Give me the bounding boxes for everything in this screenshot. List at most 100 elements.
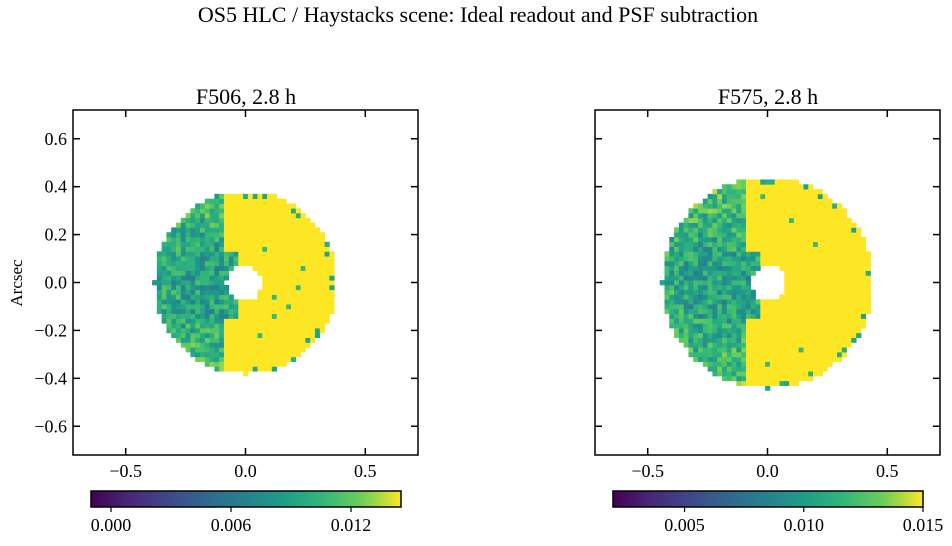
heatmap-pixel	[741, 361, 747, 367]
heatmap-pixel	[860, 284, 867, 291]
heatmap-pixel	[836, 332, 843, 338]
heatmap-pixel	[755, 213, 761, 219]
heatmap-pixel	[774, 328, 780, 334]
heatmap-pixel	[808, 342, 814, 348]
heatmap-pixel	[789, 351, 795, 358]
heatmap-pixel	[276, 328, 282, 334]
heatmap-pixel	[798, 332, 804, 338]
heatmap-pixel	[779, 351, 785, 358]
heatmap-pixel	[678, 294, 685, 300]
heatmap-pixel	[204, 284, 210, 291]
heatmap-pixel	[841, 313, 847, 319]
heatmap-pixel	[219, 265, 225, 271]
heatmap-pixel	[185, 275, 191, 281]
heatmap-pixel	[731, 184, 737, 190]
heatmap-pixel	[262, 203, 268, 209]
heatmap-pixel	[856, 232, 862, 238]
heatmap-pixel	[736, 304, 742, 310]
heatmap-pixel	[180, 328, 186, 334]
heatmap-pixel	[219, 246, 225, 252]
heatmap-pixel	[846, 304, 852, 310]
heatmap-pixel	[214, 332, 220, 338]
heatmap-pixel	[745, 189, 752, 195]
heatmap-pixel	[228, 208, 234, 214]
heatmap-pixel	[798, 265, 804, 271]
heatmap-pixel	[257, 332, 263, 338]
heatmap-pixel	[803, 232, 809, 238]
heatmap-pixel	[707, 294, 713, 300]
heatmap-pixel	[674, 265, 680, 271]
heatmap-pixel	[774, 347, 780, 353]
heatmap-pixel	[712, 265, 718, 271]
heatmap-pixel	[190, 232, 196, 238]
heatmap-pixel	[204, 361, 210, 367]
heatmap-pixel	[324, 265, 330, 271]
heatmap-pixel	[789, 275, 795, 281]
heatmap-pixel	[262, 294, 268, 300]
heatmap-pixel	[827, 198, 833, 204]
heatmap-pixel	[793, 246, 800, 252]
heatmap-pixel	[286, 232, 292, 238]
heatmap-pixel	[324, 318, 330, 324]
heatmap-pixel	[774, 308, 780, 315]
heatmap-pixel	[214, 284, 220, 291]
heatmap-pixel	[736, 342, 742, 348]
heatmap-pixel	[736, 308, 742, 315]
heatmap-pixel	[281, 227, 287, 233]
heatmap-pixel	[851, 236, 857, 243]
heatmap-pixel	[314, 270, 321, 276]
heatmap-pixel	[817, 217, 823, 223]
heatmap-pixel	[765, 198, 771, 204]
heatmap-pixel	[808, 189, 814, 195]
heatmap-pixel	[726, 203, 732, 209]
heatmap-pixel	[712, 351, 718, 358]
heatmap-pixel	[760, 375, 766, 382]
heatmap-pixel	[688, 308, 694, 315]
heatmap-pixel	[247, 332, 254, 338]
heatmap-pixel	[808, 193, 814, 200]
heatmap-pixel	[717, 318, 723, 324]
heatmap-pixel	[171, 304, 177, 310]
heatmap-pixel	[262, 361, 268, 367]
heatmap-pixel	[841, 308, 847, 315]
heatmap-pixel	[717, 294, 723, 300]
heatmap-pixel	[314, 318, 321, 324]
heatmap-pixel	[702, 203, 708, 209]
heatmap-pixel	[214, 342, 220, 348]
heatmap-pixel	[180, 294, 186, 300]
heatmap-pixel	[310, 304, 316, 310]
heatmap-pixel	[808, 280, 814, 286]
heatmap-pixel	[233, 318, 239, 324]
heatmap-pixel	[841, 265, 847, 271]
heatmap-pixel	[846, 318, 852, 324]
heatmap-pixel	[755, 380, 761, 386]
heatmap-pixel	[760, 304, 766, 310]
heatmap-pixel	[798, 323, 804, 329]
heatmap-pixel	[214, 227, 220, 233]
heatmap-pixel	[865, 284, 871, 291]
heatmap-pixel	[702, 294, 708, 300]
heatmap-pixel	[750, 347, 756, 353]
heatmap-pixel	[803, 361, 809, 367]
heatmap-pixel	[204, 332, 210, 338]
heatmap-pixel	[214, 213, 220, 219]
heatmap-pixel	[827, 356, 833, 362]
heatmap-pixel	[817, 265, 823, 271]
heatmap-pixel	[712, 280, 718, 286]
heatmap-pixel	[190, 323, 196, 329]
heatmap-pixel	[219, 347, 225, 353]
heatmap-pixel	[865, 304, 871, 310]
heatmap-pixel	[822, 361, 828, 367]
heatmap-pixel	[223, 198, 230, 204]
heatmap-pixel	[156, 289, 163, 295]
heatmap-pixel	[204, 299, 210, 305]
heatmap-pixel	[171, 289, 177, 295]
heatmap-pixel	[683, 241, 689, 247]
heatmap-pixel	[305, 256, 311, 262]
heatmap-pixel	[726, 289, 732, 295]
heatmap-pixel	[736, 265, 742, 271]
heatmap-pixel	[228, 347, 234, 353]
heatmap-pixel	[669, 299, 675, 305]
heatmap-pixel	[262, 284, 268, 291]
heatmap-pixel	[300, 337, 306, 343]
